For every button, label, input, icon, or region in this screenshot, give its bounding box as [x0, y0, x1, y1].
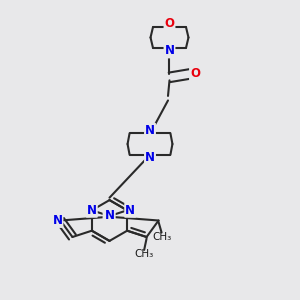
- Text: N: N: [105, 208, 115, 222]
- Text: S: S: [103, 210, 112, 223]
- Text: CH₃: CH₃: [134, 249, 154, 260]
- Text: N: N: [52, 214, 62, 227]
- Text: N: N: [164, 44, 175, 57]
- Text: N: N: [125, 204, 135, 217]
- Text: O: O: [164, 17, 175, 30]
- Text: N: N: [87, 204, 97, 217]
- Text: O: O: [190, 67, 200, 80]
- Text: N: N: [145, 151, 155, 164]
- Text: N: N: [145, 124, 155, 137]
- Text: CH₃: CH₃: [152, 232, 171, 242]
